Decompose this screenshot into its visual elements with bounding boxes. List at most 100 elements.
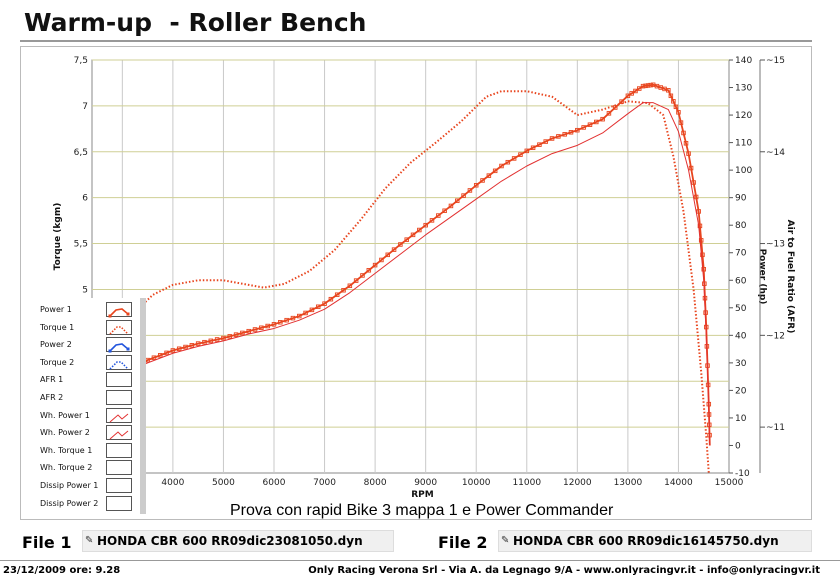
test-note: Prova con rapid Bike 3 mappa 1 e Power C… [230, 502, 614, 519]
afr-axis-title: Air to Fuel Ratio (AFR) [785, 220, 795, 334]
legend-swatch [106, 478, 132, 493]
data-point [195, 341, 201, 346]
legend-swatch [106, 354, 132, 370]
dyno-chart: 0004000500060007000800090001000011000120… [53, 56, 795, 500]
data-point [189, 343, 195, 348]
legend-swatch [106, 390, 132, 405]
file-2-name: HONDA CBR 600 RR09dic16145750.dyn [513, 534, 779, 548]
title-divider [20, 40, 812, 42]
power-tick-label: 90 [735, 194, 747, 204]
legend-label: AFR 1 [40, 375, 64, 385]
legend-icon [109, 360, 129, 370]
data-point [227, 334, 233, 339]
afr-tick-label: ~15 [766, 56, 785, 66]
data-point [673, 104, 679, 110]
afr-tick-label: ~12 [766, 331, 785, 341]
data-point [366, 268, 372, 273]
data-point [442, 208, 447, 213]
power-tick-label: 60 [735, 276, 747, 286]
x-tick-label: 11000 [512, 478, 541, 488]
file-2-box: ✎ HONDA CBR 600 RR09dic16145750.dyn [498, 530, 812, 552]
plot-area [91, 59, 730, 474]
data-point [360, 273, 365, 278]
data-point [410, 232, 416, 238]
footer-date: 23/12/2009 ore: 9.28 [3, 565, 121, 576]
afr-tick-label: ~13 [766, 240, 785, 250]
data-point [549, 136, 555, 141]
power-tick-label: 20 [735, 386, 747, 396]
data-point [404, 237, 409, 242]
data-point [666, 88, 671, 93]
data-point [606, 111, 612, 116]
data-point [696, 209, 701, 214]
data-point [278, 320, 283, 325]
legend-label: Power 1 [40, 305, 72, 314]
data-point [341, 287, 346, 293]
legend-label: Torque 1 [40, 322, 75, 332]
data-point [686, 151, 691, 156]
data-point [676, 110, 681, 115]
file-1-box: ✎ HONDA CBR 600 RR09dic23081050.dyn [82, 530, 394, 552]
data-point [315, 304, 321, 310]
data-point [543, 139, 548, 144]
file-1-label: File 1 [22, 533, 72, 552]
legend-label: AFR 2 [40, 393, 64, 402]
data-point [640, 83, 646, 89]
power-tick-label: 70 [735, 249, 747, 259]
data-point [183, 344, 188, 350]
x-tick-label: 9000 [414, 478, 437, 488]
legend-swatch [106, 319, 132, 335]
data-point [429, 218, 435, 223]
series-line-power-1 [121, 83, 711, 446]
x-tick-label: 14000 [664, 478, 693, 488]
legend-swatch [106, 372, 132, 388]
data-point [436, 213, 441, 218]
legend-swatch [106, 407, 132, 423]
legend-item: Torque 2 [30, 354, 136, 373]
data-point [537, 142, 542, 147]
data-point [587, 122, 593, 127]
data-point [252, 327, 258, 332]
torque-tick-label: 6 [82, 194, 88, 204]
data-point [208, 338, 214, 344]
power-tick-label: -10 [735, 469, 750, 479]
data-point [240, 330, 245, 336]
data-point [461, 193, 466, 198]
data-point [518, 152, 523, 157]
legend-label: Wh. Power 1 [40, 410, 90, 420]
legend-swatch [106, 442, 132, 458]
legend-item: AFR 1 [30, 372, 136, 390]
data-point [575, 127, 580, 133]
data-point [594, 119, 599, 125]
power-tick-label: 10 [735, 414, 747, 424]
data-point [505, 159, 511, 165]
legend-swatch [106, 425, 132, 441]
data-point [353, 278, 359, 283]
legend-icon [108, 343, 130, 353]
data-point [176, 346, 182, 352]
legend-icon [109, 413, 129, 422]
data-point [693, 194, 699, 200]
x-tick-label: 6000 [263, 478, 286, 488]
data-point [562, 132, 567, 137]
data-point [698, 238, 704, 243]
power-tick-label: 80 [735, 221, 747, 231]
data-point [625, 93, 631, 99]
legend-label: Wh. Torque 2 [40, 463, 93, 473]
legend-label: Dissip Power 1 [40, 481, 99, 490]
data-point [297, 313, 302, 319]
data-point [681, 130, 686, 136]
power-tick-label: 140 [735, 56, 752, 66]
data-point [309, 307, 315, 313]
data-point [423, 222, 428, 228]
data-point [568, 130, 574, 135]
data-point [688, 165, 694, 171]
data-point [467, 188, 473, 193]
torque-tick-label: 7 [82, 102, 88, 112]
data-point [328, 296, 334, 302]
x-tick-label: 7000 [313, 478, 336, 488]
data-point [581, 125, 586, 130]
legend: Power 1 Torque 1 Power 2 Torque 2 AFR 1 AFR 2… [30, 298, 146, 514]
data-point [637, 86, 642, 91]
data-point [448, 203, 454, 209]
